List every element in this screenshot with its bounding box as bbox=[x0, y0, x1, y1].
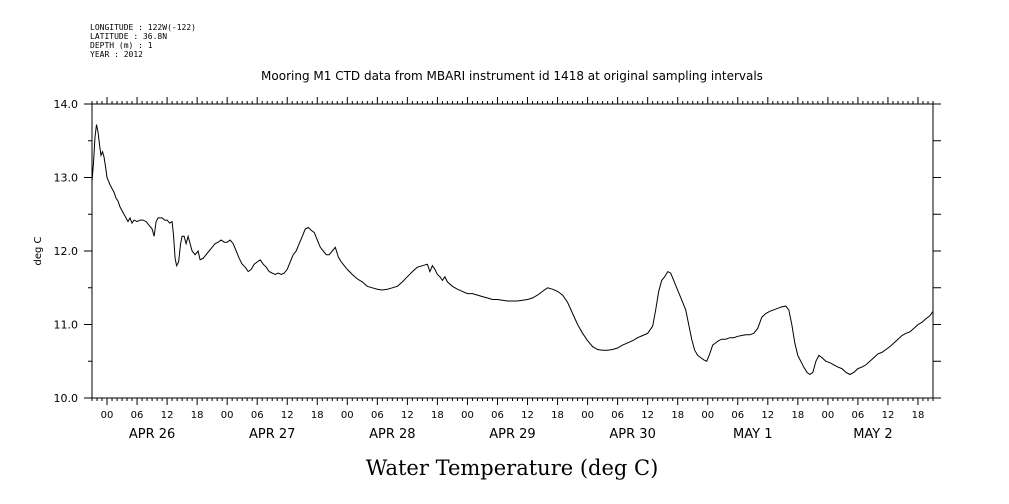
x-tick-label: 00 bbox=[101, 410, 114, 421]
plot-frame bbox=[91, 103, 934, 399]
x-axis-label: Water Temperature (deg C) bbox=[366, 456, 659, 480]
x-tick-label: 12 bbox=[521, 410, 534, 421]
x-tick-label: 18 bbox=[671, 410, 684, 421]
meta-block: LONGITUDE : 122W(-122) LATITUDE : 36.8N … bbox=[90, 23, 196, 59]
x-tick-label: 00 bbox=[461, 410, 474, 421]
x-tick-label: 18 bbox=[912, 410, 925, 421]
x-tick-label: 06 bbox=[731, 410, 744, 421]
y-tick-label: 13.0 bbox=[54, 172, 79, 185]
x-tick-label: 06 bbox=[491, 410, 504, 421]
x-tick-label: 06 bbox=[852, 410, 865, 421]
x-day-label: APR 29 bbox=[489, 427, 535, 442]
y-tick-label: 12.0 bbox=[54, 245, 79, 258]
x-tick-label: 18 bbox=[191, 410, 204, 421]
x-day-label: MAY 1 bbox=[733, 427, 772, 442]
x-day-label: APR 27 bbox=[249, 427, 295, 442]
x-tick-label: 18 bbox=[551, 410, 564, 421]
axes: 10.0 11.0 12.0 13.0 14.0 00 06 12 18 00 06 12 18 00 06… bbox=[54, 97, 941, 442]
y-tick-label: 11.0 bbox=[54, 319, 79, 332]
x-tick-label: 00 bbox=[701, 410, 714, 421]
x-tick-label: 12 bbox=[641, 410, 654, 421]
x-tick-label: 06 bbox=[131, 410, 144, 421]
x-tick-label: 06 bbox=[251, 410, 264, 421]
x-tick-label: 18 bbox=[431, 410, 444, 421]
x-tick-label: 12 bbox=[882, 410, 895, 421]
y-tick-label: 14.0 bbox=[54, 98, 79, 111]
meta-latitude: LATITUDE : 36.8N bbox=[90, 32, 167, 41]
x-tick-label: 00 bbox=[221, 410, 234, 421]
x-tick-label: 18 bbox=[791, 410, 804, 421]
meta-depth: DEPTH (m) : 1 bbox=[90, 41, 153, 50]
x-day-label: APR 26 bbox=[129, 427, 175, 442]
y-axis-label: deg C bbox=[33, 236, 44, 265]
chart-title: Mooring M1 CTD data from MBARI instrumen… bbox=[261, 69, 763, 83]
x-tick-label: 06 bbox=[371, 410, 384, 421]
x-tick-label: 06 bbox=[611, 410, 624, 421]
x-tick-label: 12 bbox=[401, 410, 414, 421]
meta-longitude: LONGITUDE : 122W(-122) bbox=[90, 23, 196, 32]
x-tick-label: 00 bbox=[341, 410, 354, 421]
x-tick-label: 12 bbox=[281, 410, 294, 421]
x-day-label: APR 30 bbox=[609, 427, 655, 442]
series-line-water-temperature bbox=[91, 124, 934, 376]
x-tick-label: 18 bbox=[311, 410, 324, 421]
x-tick-label: 12 bbox=[761, 410, 774, 421]
y-tick-label: 10.0 bbox=[54, 392, 79, 405]
x-day-label: APR 28 bbox=[369, 427, 415, 442]
meta-year: YEAR : 2012 bbox=[90, 50, 143, 59]
x-tick-label: 12 bbox=[161, 410, 174, 421]
x-day-label: MAY 2 bbox=[853, 427, 892, 442]
x-tick-label: 00 bbox=[581, 410, 594, 421]
x-tick-label: 00 bbox=[822, 410, 835, 421]
